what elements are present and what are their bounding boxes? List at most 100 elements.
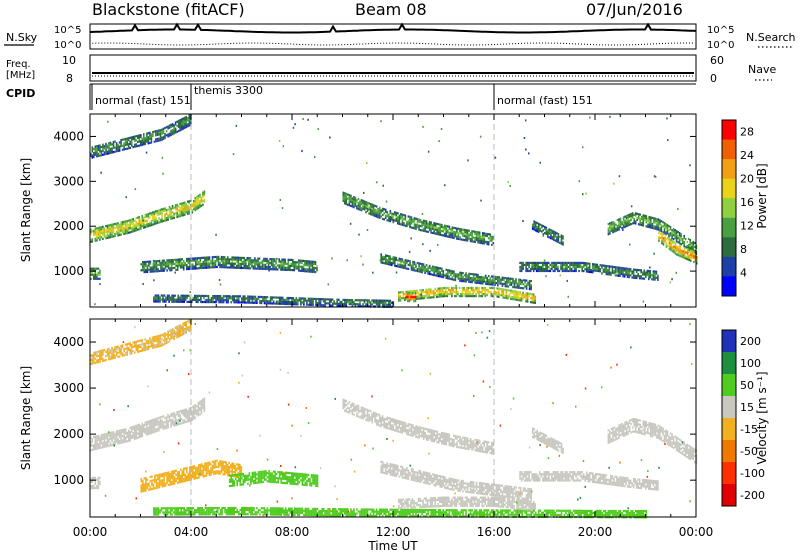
heatmap-cell (487, 275, 490, 278)
heatmap-cell (148, 268, 150, 271)
heatmap-cell (426, 292, 429, 295)
heatmap-cell (132, 137, 134, 141)
heatmap-cell (221, 297, 223, 300)
heatmap-cell (90, 444, 92, 448)
heatmap-cell (553, 232, 555, 235)
heatmap-cell (494, 279, 496, 282)
heatmap-cell (661, 234, 663, 237)
heatmap-cell (123, 226, 125, 229)
heatmap-cell (205, 256, 208, 259)
heatmap-cell (642, 271, 644, 274)
heatmap-cell (538, 267, 541, 271)
heatmap-cell (466, 235, 469, 238)
heatmap-cell (108, 354, 110, 357)
heatmap-cell (129, 342, 131, 345)
heatmap-cell (578, 261, 580, 264)
heatmap-cell (625, 223, 628, 226)
heatmap-cell (248, 263, 250, 266)
heatmap-cell (254, 295, 257, 298)
heatmap-cell (121, 144, 124, 147)
heatmap-cell (686, 250, 689, 253)
heatmap-cell (631, 212, 634, 215)
heatmap-cell (365, 299, 367, 302)
heatmap-cell (342, 302, 345, 306)
heatmap-cell (447, 229, 449, 232)
heatmap-cell (165, 219, 168, 222)
heatmap-cell (147, 430, 150, 433)
heatmap-cell (684, 246, 687, 249)
heatmap-cell (97, 350, 100, 353)
heatmap-cell (525, 294, 527, 297)
heatmap-cell (350, 196, 352, 199)
heatmap-cell (395, 271, 398, 274)
heatmap-cell (140, 225, 142, 228)
heatmap-cell (308, 262, 311, 265)
heatmap-cell (133, 429, 136, 432)
heatmap-cell (120, 139, 122, 142)
heatmap-cell (146, 223, 148, 226)
heatmap-cell (135, 217, 138, 220)
heatmap-cell (163, 269, 165, 272)
heatmap-cell (319, 302, 322, 305)
heatmap-cell (99, 360, 101, 363)
heatmap-cell (234, 262, 236, 265)
heatmap-cell (100, 226, 103, 229)
heatmap-cell (569, 267, 571, 271)
heatmap-cell (460, 238, 463, 241)
heatmap-cell (247, 299, 249, 302)
beam-title: Beam 08 (355, 0, 427, 19)
heatmap-cell (410, 216, 413, 219)
heatmap-cell (688, 258, 690, 262)
heatmap-cell (525, 263, 527, 266)
heatmap-cell (179, 127, 181, 130)
heatmap-cell (102, 357, 104, 360)
heatmap-cell (171, 211, 174, 214)
heatmap-cell (481, 240, 484, 243)
heatmap-cell (146, 134, 148, 137)
heatmap-cell (427, 224, 429, 227)
heatmap-cell (481, 286, 483, 290)
heatmap-cell (557, 269, 559, 273)
heatmap-cell (186, 257, 188, 261)
heatmap-cell (305, 270, 308, 273)
heatmap-cell (421, 267, 423, 270)
heatmap-cell (133, 227, 136, 230)
heatmap-cell (146, 425, 148, 428)
heatmap-cell (432, 296, 435, 299)
heatmap-cell (121, 354, 124, 357)
heatmap-cell (193, 200, 195, 203)
heatmap-cell (420, 293, 422, 296)
heatmap-cell (362, 205, 364, 208)
heatmap-cell (437, 233, 440, 236)
heatmap-cell (415, 225, 417, 228)
heatmap-cell (637, 213, 640, 216)
heatmap-cell (91, 146, 94, 149)
heatmap-cell (266, 257, 268, 260)
heatmap-cell (163, 298, 166, 301)
heatmap-cell (140, 427, 142, 430)
heatmap-cell (664, 240, 666, 243)
heatmap-cell (152, 342, 154, 345)
heatmap-cell (182, 123, 184, 126)
heatmap-cell (249, 261, 252, 264)
heatmap-cell (273, 264, 276, 267)
heatmap-cell (461, 293, 464, 296)
heatmap-cell (412, 260, 414, 263)
heatmap-cell (177, 333, 180, 336)
heatmap-cell (648, 273, 650, 277)
heatmap-cell (365, 207, 367, 210)
heatmap-cell (465, 280, 467, 283)
heatmap-cell (97, 236, 100, 240)
heatmap-cell (561, 265, 564, 269)
heatmap-cell (109, 230, 112, 233)
heatmap-cell (106, 348, 109, 351)
heatmap-cell (293, 267, 296, 270)
heatmap-cell (152, 338, 154, 341)
heatmap-cell (622, 216, 625, 219)
heatmap-cell (674, 252, 677, 255)
heatmap-cell (590, 271, 593, 274)
heatmap-cell (406, 221, 408, 224)
heatmap-cell (147, 223, 150, 226)
heatmap-cell (492, 295, 494, 298)
heatmap-cell (133, 137, 136, 140)
